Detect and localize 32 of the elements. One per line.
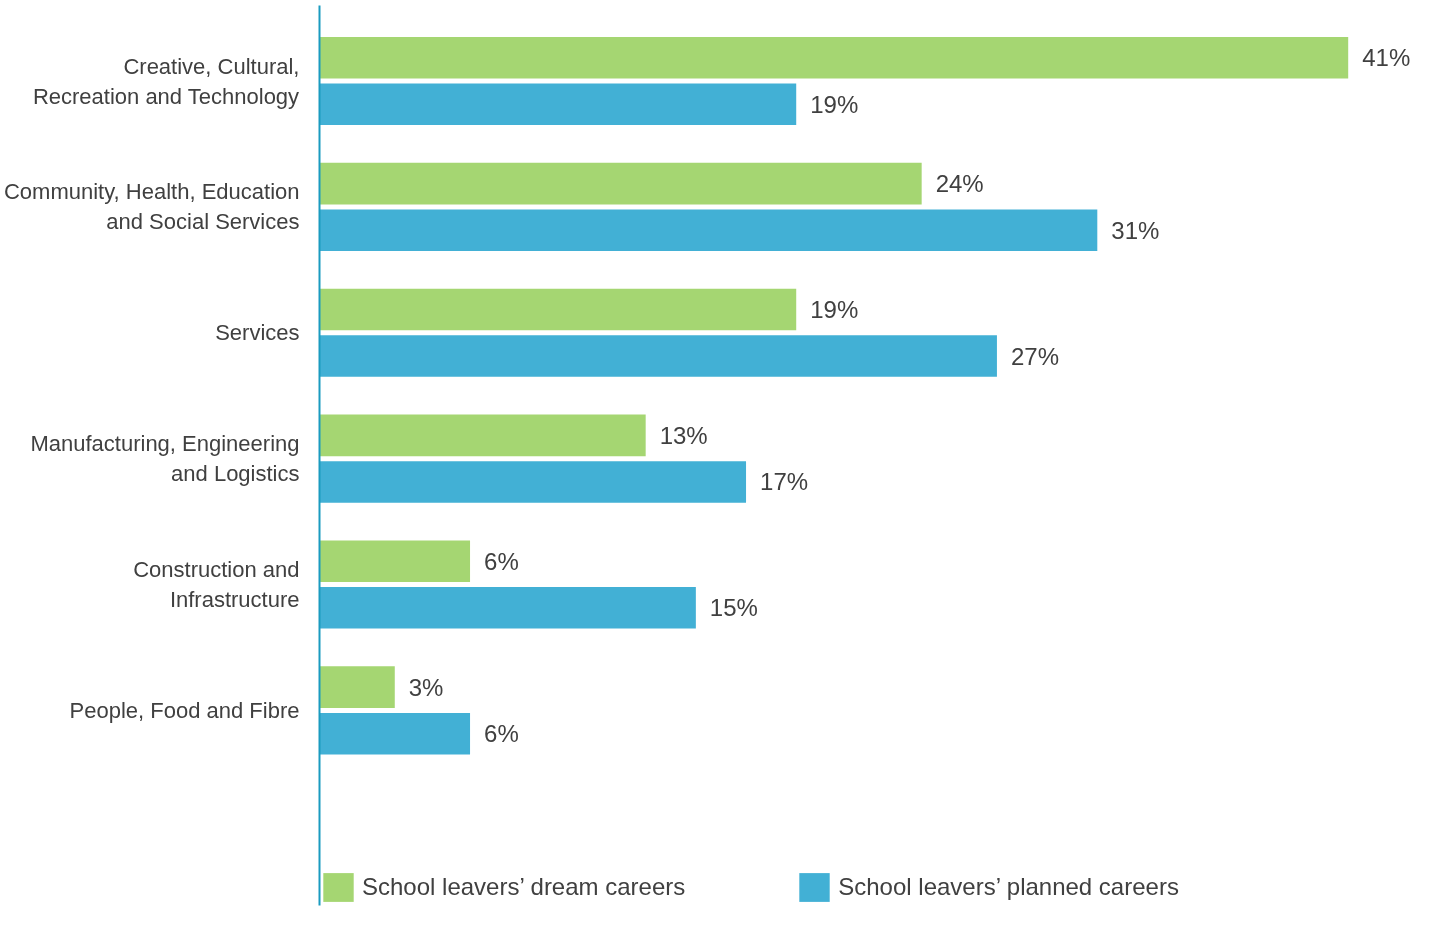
- legend-label: School leavers’ planned careers: [838, 873, 1179, 901]
- y-tick-label: Construction and Infrastructure: [133, 557, 300, 613]
- bar: [319, 209, 1098, 251]
- data-label: 27%: [1010, 342, 1059, 370]
- data-label: 17%: [760, 468, 809, 496]
- legend-label: School leavers’ dream careers: [362, 873, 686, 901]
- data-label: 19%: [810, 295, 859, 323]
- bar: [319, 666, 395, 708]
- bar: [319, 712, 471, 755]
- bar: [319, 540, 471, 582]
- data-label: 6%: [484, 547, 519, 575]
- bar: [319, 162, 922, 205]
- data-label: 19%: [810, 90, 859, 118]
- y-tick-label: Creative, Cultural, Recreation and Technology: [32, 53, 300, 109]
- y-tick-label: Services: [215, 320, 300, 346]
- bar: [319, 587, 696, 629]
- bar: [319, 36, 1349, 79]
- bar: [319, 335, 997, 377]
- bar: [319, 461, 747, 503]
- data-label: 41%: [1362, 44, 1411, 72]
- y-tick-label: Manufacturing, Engineering and Logistics: [30, 431, 300, 487]
- data-label: 24%: [935, 170, 984, 198]
- data-label: 13%: [659, 421, 708, 449]
- bar: [319, 414, 646, 457]
- bar: [319, 83, 797, 126]
- data-label: 3%: [408, 673, 444, 701]
- y-tick-label: People, Food and Fibre: [69, 697, 300, 723]
- bar: [319, 288, 797, 331]
- y-tick-label: Community, Health, Education and Social Services: [3, 179, 300, 235]
- data-label: 15%: [709, 594, 758, 622]
- data-label: 31%: [1111, 216, 1160, 244]
- data-label: 6%: [484, 720, 519, 748]
